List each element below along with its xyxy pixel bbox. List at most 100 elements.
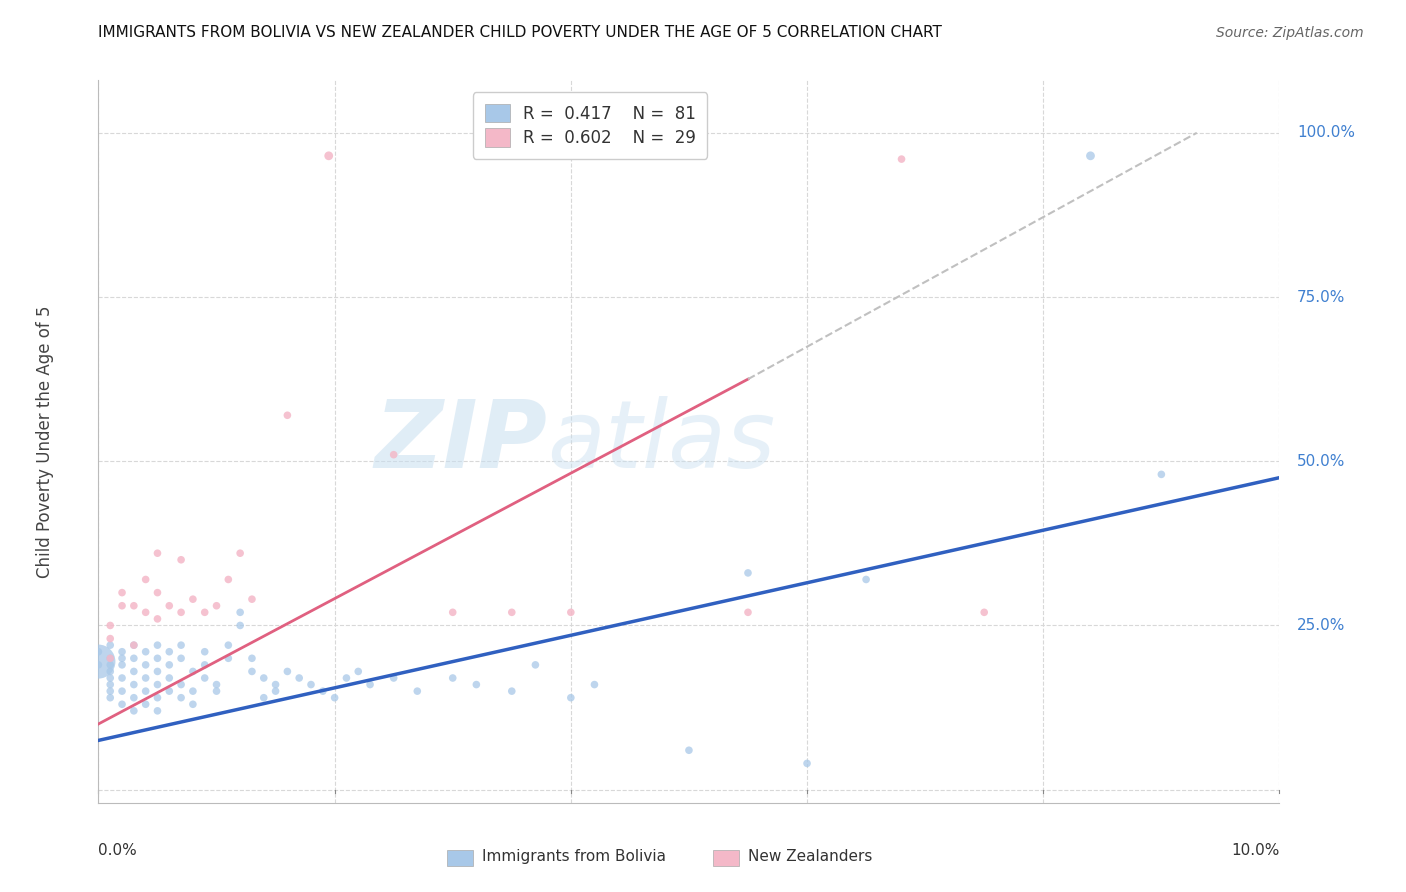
Point	[98, 671, 121, 685]
Point	[157, 684, 180, 698]
Point	[111, 599, 134, 613]
Point	[157, 671, 180, 685]
Point	[170, 651, 193, 665]
Point	[194, 645, 217, 659]
Text: atlas: atlas	[547, 396, 776, 487]
Point	[276, 665, 298, 679]
Point	[205, 684, 228, 698]
Point	[583, 677, 606, 691]
Point	[181, 592, 204, 607]
Point	[217, 638, 239, 652]
Text: 75.0%: 75.0%	[1298, 290, 1346, 304]
Point	[122, 638, 145, 652]
Point	[157, 599, 180, 613]
Point	[157, 645, 180, 659]
Point	[240, 651, 263, 665]
Point	[111, 684, 134, 698]
Point	[87, 657, 110, 672]
Point	[1150, 467, 1173, 482]
Point	[146, 651, 169, 665]
Point	[194, 657, 217, 672]
Point	[122, 651, 145, 665]
Point	[135, 657, 157, 672]
Point	[146, 612, 169, 626]
Point	[240, 592, 263, 607]
Point	[335, 671, 357, 685]
Point	[111, 585, 134, 599]
Point	[111, 651, 134, 665]
Point	[135, 605, 157, 619]
Point	[359, 677, 381, 691]
Point	[170, 553, 193, 567]
Point	[87, 655, 110, 669]
Point	[181, 665, 204, 679]
Point	[111, 671, 134, 685]
Point	[973, 605, 995, 619]
Point	[276, 409, 298, 423]
FancyBboxPatch shape	[447, 850, 472, 865]
Point	[382, 671, 405, 685]
Point	[135, 645, 157, 659]
Point	[264, 677, 287, 691]
Point	[181, 684, 204, 698]
Point	[146, 638, 169, 652]
Text: ZIP: ZIP	[374, 395, 547, 488]
Point	[229, 546, 252, 560]
Point	[441, 605, 464, 619]
Point	[111, 657, 134, 672]
Point	[796, 756, 818, 771]
Text: Source: ZipAtlas.com: Source: ZipAtlas.com	[1216, 26, 1364, 40]
Point	[98, 684, 121, 698]
Point	[98, 657, 121, 672]
Point	[253, 671, 276, 685]
Point	[87, 645, 110, 659]
Point	[181, 698, 204, 712]
Text: IMMIGRANTS FROM BOLIVIA VS NEW ZEALANDER CHILD POVERTY UNDER THE AGE OF 5 CORREL: IMMIGRANTS FROM BOLIVIA VS NEW ZEALANDER…	[98, 25, 942, 40]
Point	[194, 605, 217, 619]
Point	[890, 152, 912, 166]
FancyBboxPatch shape	[713, 850, 738, 865]
Point	[111, 698, 134, 712]
Point	[240, 665, 263, 679]
Point	[135, 671, 157, 685]
Point	[98, 651, 121, 665]
Text: New Zealanders: New Zealanders	[748, 849, 872, 864]
Text: 0.0%: 0.0%	[98, 843, 138, 857]
Point	[288, 671, 311, 685]
Point	[501, 605, 523, 619]
Point	[318, 149, 340, 163]
Point	[737, 605, 759, 619]
Point	[157, 657, 180, 672]
Point	[323, 690, 346, 705]
Text: 25.0%: 25.0%	[1298, 618, 1346, 633]
Point	[678, 743, 700, 757]
Point	[441, 671, 464, 685]
Point	[98, 690, 121, 705]
Point	[98, 632, 121, 646]
Point	[205, 677, 228, 691]
Point	[737, 566, 759, 580]
Text: 10.0%: 10.0%	[1232, 843, 1279, 857]
Point	[217, 573, 239, 587]
Text: Child Poverty Under the Age of 5: Child Poverty Under the Age of 5	[37, 305, 55, 578]
Point	[406, 684, 429, 698]
Text: 50.0%: 50.0%	[1298, 454, 1346, 468]
Point	[312, 684, 335, 698]
Point	[170, 605, 193, 619]
Point	[98, 677, 121, 691]
Point	[135, 573, 157, 587]
Point	[122, 599, 145, 613]
Point	[347, 665, 370, 679]
Point	[135, 698, 157, 712]
Point	[122, 690, 145, 705]
Point	[122, 677, 145, 691]
Point	[1080, 149, 1102, 163]
Point	[465, 677, 488, 691]
Point	[122, 665, 145, 679]
Point	[264, 684, 287, 698]
Point	[146, 585, 169, 599]
Point	[146, 546, 169, 560]
Point	[98, 651, 121, 665]
Point	[135, 684, 157, 698]
Point	[560, 605, 582, 619]
